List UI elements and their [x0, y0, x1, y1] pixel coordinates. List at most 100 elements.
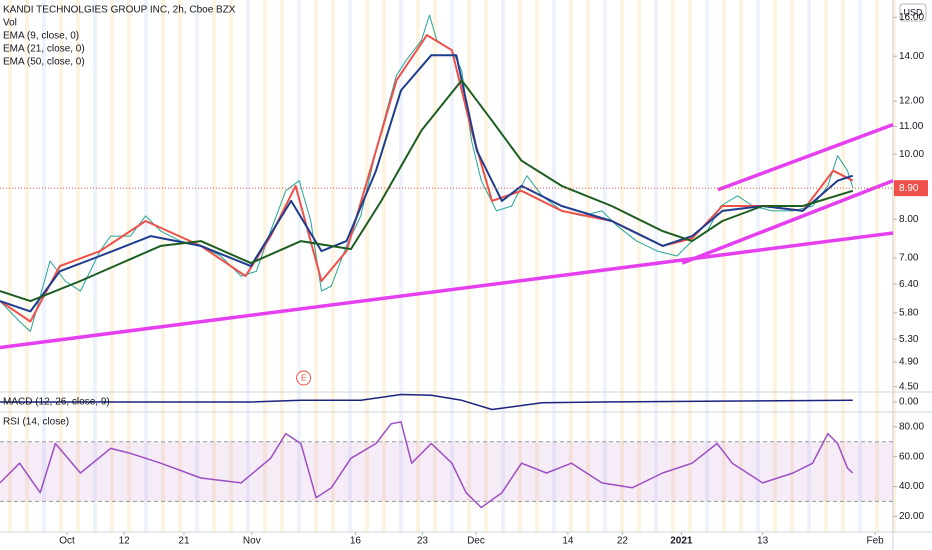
indicator-line: [0, 79, 854, 303]
stripe: [858, 0, 862, 532]
stripe: [263, 0, 267, 532]
currency-box[interactable]: [899, 3, 927, 22]
legend-item: EMA (21, close, 0): [3, 44, 85, 55]
y-tick-label: 12.00: [899, 96, 924, 107]
stripe: [195, 0, 199, 532]
legend-item: EMA (50, close, 0): [3, 57, 85, 68]
stripe: [586, 0, 590, 532]
indicator-line: [0, 54, 854, 313]
stripe: [127, 0, 131, 532]
stripe: [42, 0, 46, 532]
x-tick-label: 16: [350, 536, 362, 547]
earnings-marker: [296, 370, 312, 386]
y-tick-label: 40.00: [899, 481, 924, 492]
y-tick-label: 80.00: [899, 421, 924, 432]
y-tick-label: 16.00: [899, 12, 924, 23]
y-tick-label: 7.00: [899, 253, 919, 264]
stripe: [365, 0, 369, 532]
stripe: [671, 0, 675, 532]
legend-item: EMA (9, close, 0): [3, 31, 79, 42]
stripe: [25, 0, 29, 532]
stripe: [569, 0, 573, 532]
stripe: [8, 0, 12, 532]
stripe: [382, 0, 386, 532]
stripe: [467, 0, 471, 532]
stripe: [535, 0, 539, 532]
stripe: [280, 0, 284, 532]
y-tick-label: 60.00: [899, 451, 924, 462]
stripe: [314, 0, 318, 532]
y-tick-label: 5.80: [899, 308, 919, 319]
earnings-label: E: [301, 374, 306, 383]
y-tick-label: 6.40: [899, 279, 919, 290]
stripe: [178, 0, 182, 532]
y-tick-label: 4.90: [899, 357, 919, 368]
rsi-band: [0, 441, 893, 502]
stripe: [705, 0, 709, 532]
x-tick-label: Dec: [467, 536, 485, 547]
stripe: [603, 0, 607, 532]
stripe: [807, 0, 811, 532]
stripe: [722, 0, 726, 532]
x-tick-label: 13: [757, 536, 769, 547]
last-price-box: [894, 180, 928, 197]
stripe: [399, 0, 403, 532]
session-stripes: [8, 0, 896, 532]
stripe: [110, 0, 114, 532]
stripe: [790, 0, 794, 532]
stripe: [875, 0, 879, 532]
stripe: [416, 0, 420, 532]
stripe: [892, 0, 896, 532]
x-tick-label: 23: [417, 536, 429, 547]
trendline: [717, 122, 894, 192]
currency: USD: [903, 7, 923, 17]
stripe: [518, 0, 522, 532]
stripe: [552, 0, 556, 532]
stripe: [450, 0, 454, 532]
legend-item: MACD (12, 26, close, 9): [3, 397, 110, 408]
x-tick-label: Feb: [867, 536, 885, 547]
chart-title: KANDI TECHNOLGIES GROUP INC, 2h, Cboe BZ…: [3, 5, 236, 16]
stripe: [654, 0, 658, 532]
stripe: [297, 0, 301, 532]
y-tick-label: 10.00: [899, 149, 924, 160]
last-price-label: 8.90: [899, 183, 919, 194]
stripe: [144, 0, 148, 532]
stripe: [76, 0, 80, 532]
stripe: [501, 0, 505, 532]
stripe: [841, 0, 845, 532]
stripe: [348, 0, 352, 532]
y-tick-label: 20.00: [899, 511, 924, 522]
trendline: [681, 179, 894, 265]
stripe: [93, 0, 97, 532]
y-tick-label: 0.00: [899, 397, 919, 408]
y-tick-label: 5.30: [899, 334, 919, 345]
stripe: [484, 0, 488, 532]
indicator-line: [0, 393, 853, 411]
stripe: [688, 0, 692, 532]
stripe: [739, 0, 743, 532]
y-tick-label: 4.50: [899, 381, 919, 392]
stripe: [161, 0, 165, 532]
volume-label: Vol: [3, 18, 17, 29]
stripe: [756, 0, 760, 532]
stripe: [773, 0, 777, 532]
y-tick-label: 14.00: [899, 51, 924, 62]
x-tick-label: 22: [617, 536, 629, 547]
trendline: [0, 231, 894, 350]
x-tick-label: Nov: [243, 536, 261, 547]
x-tick-label: Oct: [59, 536, 75, 547]
x-tick-label: 14: [562, 536, 574, 547]
y-tick-label: 11.00: [899, 121, 924, 132]
stripe: [212, 0, 216, 532]
indicator-line: [0, 34, 854, 323]
x-tick-label: 12: [119, 536, 131, 547]
x-tick-label: 21: [178, 536, 190, 547]
x-tick-label: 2021: [670, 536, 693, 547]
stripe: [824, 0, 828, 532]
stripe: [433, 0, 437, 532]
legend-item: RSI (14, close): [3, 417, 69, 428]
indicator-line: [0, 421, 854, 509]
y-tick-label: 8.00: [899, 214, 919, 225]
